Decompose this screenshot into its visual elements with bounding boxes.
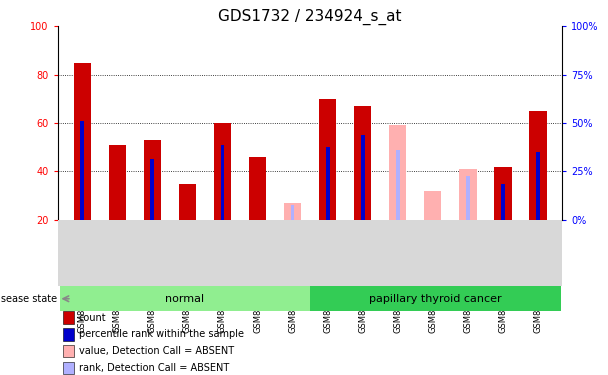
Bar — [361, 135, 365, 220]
Text: percentile rank within the sample: percentile rank within the sample — [79, 330, 244, 339]
Bar — [424, 191, 441, 220]
Bar — [249, 157, 266, 220]
Bar — [63, 345, 74, 357]
Bar — [109, 145, 126, 220]
Bar — [179, 183, 196, 220]
Bar — [536, 152, 540, 220]
Bar — [459, 169, 477, 220]
Text: value, Detection Call = ABSENT: value, Detection Call = ABSENT — [79, 346, 234, 356]
Bar — [396, 150, 399, 220]
Bar — [60, 286, 310, 312]
Text: rank, Detection Call = ABSENT: rank, Detection Call = ABSENT — [79, 363, 229, 373]
Title: GDS1732 / 234924_s_at: GDS1732 / 234924_s_at — [218, 9, 402, 25]
Bar — [221, 145, 224, 220]
Bar — [319, 99, 336, 220]
Bar — [63, 312, 74, 324]
Text: papillary thyroid cancer: papillary thyroid cancer — [369, 294, 502, 304]
Bar — [354, 106, 371, 220]
Bar — [284, 203, 302, 220]
Bar — [529, 111, 547, 220]
Bar — [310, 286, 561, 312]
Bar — [143, 140, 161, 220]
Bar — [63, 362, 74, 374]
Text: count: count — [79, 313, 106, 322]
Bar — [291, 205, 294, 220]
Text: normal: normal — [165, 294, 204, 304]
Bar — [150, 159, 154, 220]
Bar — [389, 126, 407, 220]
Bar — [494, 166, 511, 220]
Bar — [63, 328, 74, 340]
Bar — [80, 121, 85, 220]
Bar — [74, 63, 91, 220]
Text: disease state: disease state — [0, 294, 57, 304]
Bar — [213, 123, 231, 220]
Bar — [466, 176, 470, 220]
Bar — [326, 147, 330, 220]
Bar — [501, 183, 505, 220]
